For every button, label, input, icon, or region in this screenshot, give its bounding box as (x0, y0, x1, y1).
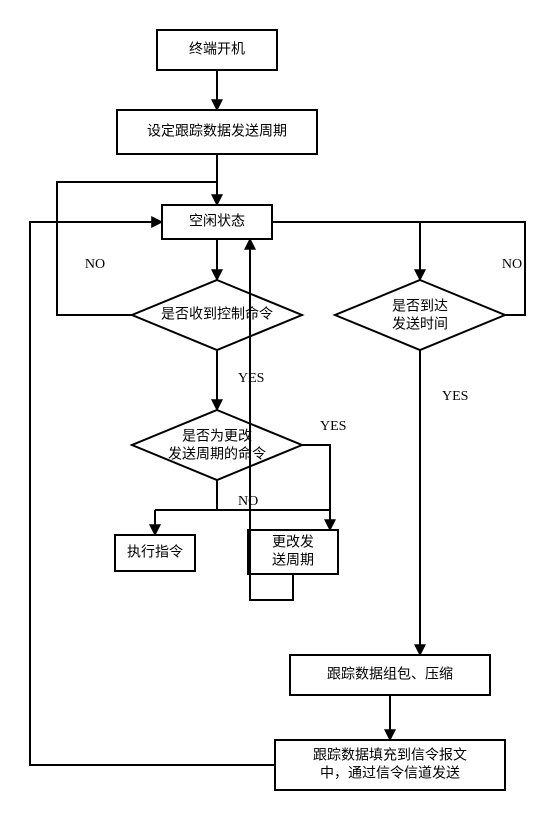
node-reach_time (335, 280, 505, 350)
svg-text:YES: YES (238, 371, 264, 386)
label-pack: 跟踪数据组包、压缩 (327, 667, 453, 683)
svg-text:是否收到控制命令: 是否收到控制命令 (161, 306, 273, 323)
node-send (275, 740, 505, 790)
node-is_change (132, 410, 302, 480)
svg-text:YES: YES (320, 419, 346, 434)
edge (272, 222, 420, 280)
flowchart-canvas: 终端开机设定跟踪数据发送周期空闲状态是否收到控制命令 是否到达发送时间是否为更改发… (0, 0, 550, 816)
svg-text:是否为更改: 是否为更改 (182, 429, 252, 445)
svg-text:更改发: 更改发 (272, 535, 314, 551)
svg-text:YES: YES (442, 389, 468, 404)
svg-text:NO: NO (238, 494, 258, 509)
svg-text:中，通过信令信道发送: 中，通过信令信道发送 (320, 766, 460, 782)
label-idle: 空闲状态 (189, 214, 245, 230)
svg-text:发送周期的命令: 发送周期的命令 (168, 446, 266, 463)
svg-text:发送时间: 发送时间 (392, 317, 448, 333)
svg-text:NO: NO (502, 257, 522, 272)
svg-text:送周期: 送周期 (272, 553, 314, 569)
label-set_period: 设定跟踪数据发送周期 (147, 124, 287, 140)
edge (302, 445, 330, 510)
label-exec: 执行指令 (127, 545, 183, 561)
svg-text:跟踪数据填充到信令报文: 跟踪数据填充到信令报文 (313, 748, 467, 764)
svg-text:NO: NO (85, 257, 105, 272)
label-start: 终端开机 (189, 42, 245, 58)
svg-text:是否到达: 是否到达 (392, 299, 448, 315)
